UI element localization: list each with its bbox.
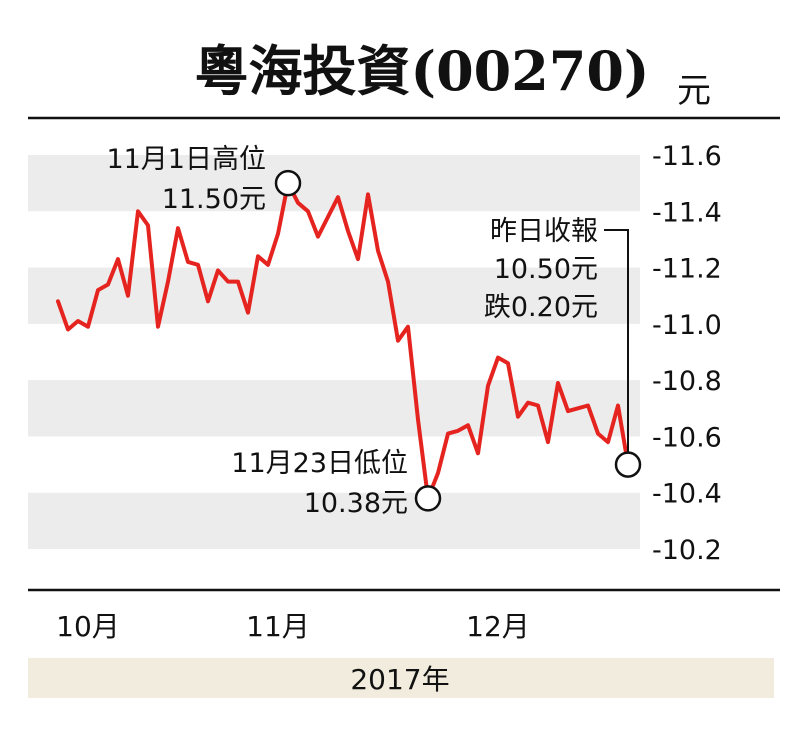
y-axis-ticks: -11.6 -11.4 -11.2 -11.0 -10.8 -10.6 -10.4 -10.2	[652, 141, 722, 566]
y-tick-label: -10.8	[652, 366, 722, 397]
low-annotation-label: 11月23日低位	[231, 448, 408, 479]
close-leader-line	[604, 229, 629, 453]
x-month-label: 11月	[246, 610, 310, 643]
grid-band	[28, 380, 640, 437]
close-point-marker	[614, 451, 642, 478]
x-axis-month-labels: 10月 11月 12月	[56, 610, 530, 643]
high-annotation-label: 11.50元	[162, 184, 266, 215]
high-annotation-label: 11月1日高位	[106, 144, 266, 175]
chart-title: 粵海投資(00270)	[195, 39, 650, 103]
y-tick-label: -10.2	[652, 535, 722, 566]
unit-label: 元	[677, 71, 711, 111]
y-tick-label: -11.4	[652, 197, 722, 228]
year-label: 2017年	[350, 663, 449, 696]
y-tick-label: -11.6	[652, 141, 722, 172]
y-tick-label: -11.0	[652, 310, 722, 341]
x-month-label: 10月	[56, 610, 120, 643]
close-annotation-label: 昨日收報	[490, 216, 598, 247]
year-band	[28, 658, 774, 698]
close-annotation-label: 10.50元	[494, 254, 598, 285]
annotations: 11月1日高位 11.50元 11月23日低位 10.38元 昨日收報 10.50元跌0.…	[106, 144, 642, 519]
grid-band	[28, 492, 640, 549]
price-series	[56, 181, 630, 501]
low-point-marker	[414, 485, 442, 512]
close-annotation-label: 跌0.20元	[484, 292, 598, 323]
low-annotation-label: 10.38元	[304, 488, 408, 519]
high-point-marker	[274, 169, 302, 197]
x-month-label: 12月	[466, 610, 530, 643]
price-line	[56, 181, 630, 501]
y-tick-label: -10.6	[652, 422, 722, 453]
y-tick-label: -11.2	[652, 254, 722, 285]
y-tick-label: -10.4	[652, 479, 722, 510]
